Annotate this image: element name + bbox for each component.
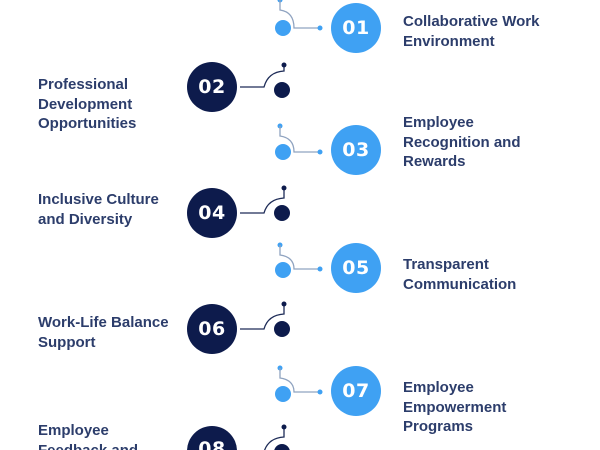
step-05-number: 05 (342, 257, 370, 279)
step-06-number: 06 (198, 318, 226, 340)
connector-07 (275, 365, 323, 402)
step-07-label: Employee Empowerment Programs (403, 379, 507, 435)
connector-04-small-dot (281, 185, 287, 191)
step-06-label: Work-Life Balance Support (38, 314, 169, 351)
connector-01-end-dot (317, 25, 323, 31)
connector-02-small-dot (281, 62, 287, 68)
connector-05-line (279, 245, 320, 270)
connector-07-end-dot (317, 389, 323, 395)
step-01-number: 01 (342, 17, 370, 39)
connector-03-end-dot (317, 149, 323, 155)
step-04-label: Inclusive Culture and Diversity (38, 191, 159, 228)
step-06-number-circle: 06 (187, 304, 237, 354)
step-03-number: 03 (342, 139, 370, 161)
connector-06-node (274, 321, 290, 337)
connector-02 (240, 62, 290, 98)
step-03-number-circle: 03 (331, 125, 381, 175)
connector-06-small-dot (281, 301, 287, 307)
step-02-number-circle: 02 (187, 62, 237, 112)
connector-08-small-dot (281, 424, 287, 430)
step-01-number-circle: 01 (331, 3, 381, 53)
connector-06-line (240, 304, 285, 330)
connector-08 (264, 424, 290, 450)
connector-04 (240, 185, 290, 221)
connector-03-line (279, 126, 320, 153)
connector-03-node (275, 144, 291, 160)
connector-01 (275, 0, 323, 36)
connector-05 (275, 242, 323, 278)
step-02-number: 02 (198, 76, 226, 98)
step-02-label: Professional Development Opportunities (38, 76, 137, 132)
step-04-number-circle: 04 (187, 188, 237, 238)
connector-02-line (240, 65, 285, 88)
connector-08-node (274, 444, 290, 450)
step-01-label: Collaborative Work Environment (403, 13, 540, 50)
step-05-number-circle: 05 (331, 243, 381, 293)
connector-01-line (279, 0, 320, 29)
step-07-number-circle: 07 (331, 366, 381, 416)
connector-01-node (275, 20, 291, 36)
step-04-number: 04 (198, 202, 226, 224)
connector-07-line (279, 368, 320, 393)
step-03-label: Employee Recognition and Rewards (403, 114, 521, 170)
step-05-label: Transparent Communication (403, 256, 517, 293)
step-08-number-circle: 08 (187, 426, 237, 450)
connector-06 (240, 301, 290, 337)
connector-05-end-dot (317, 266, 323, 272)
connector-04-line (240, 188, 285, 214)
step-07-number: 07 (342, 380, 370, 402)
connector-05-node (275, 262, 291, 278)
connector-08-line (264, 427, 285, 450)
step-08-number: 08 (198, 438, 226, 450)
connector-02-node (274, 82, 290, 98)
step-08-label: Employee Feedback and (38, 422, 139, 450)
connector-04-node (274, 205, 290, 221)
connector-03 (275, 123, 323, 160)
connector-07-node (275, 386, 291, 402)
